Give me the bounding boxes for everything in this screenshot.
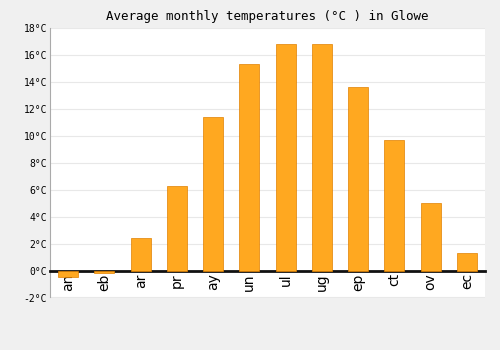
Bar bbox=[348, 87, 368, 271]
Title: Average monthly temperatures (°C ) in Glowe: Average monthly temperatures (°C ) in Gl… bbox=[106, 10, 429, 23]
Bar bbox=[276, 44, 295, 271]
Bar bbox=[203, 117, 223, 271]
Bar bbox=[420, 203, 440, 271]
Bar bbox=[312, 44, 332, 271]
Bar bbox=[130, 238, 150, 271]
Bar bbox=[240, 64, 260, 271]
Bar bbox=[384, 140, 404, 271]
Bar bbox=[58, 271, 78, 277]
Bar bbox=[457, 253, 477, 271]
Bar bbox=[94, 271, 114, 273]
Bar bbox=[167, 186, 187, 271]
